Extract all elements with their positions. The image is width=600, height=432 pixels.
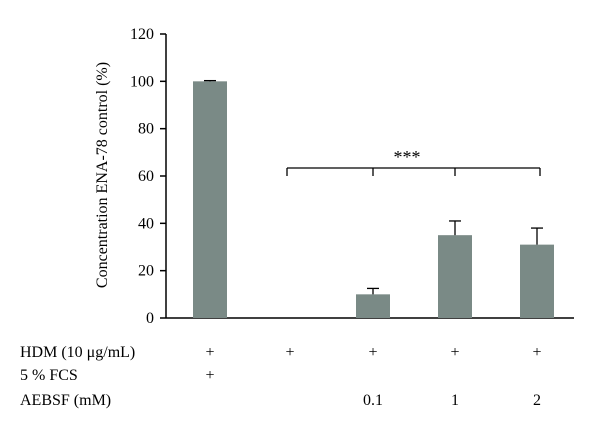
condition-mark: 0.1: [363, 392, 383, 409]
condition-mark: +: [368, 344, 377, 361]
y-tick-label: 100: [130, 73, 154, 90]
condition-mark: +: [205, 344, 214, 361]
y-tick-label: 0: [146, 310, 154, 327]
bar: [356, 294, 390, 318]
y-axis-label: Concentration ENA-78 control (%): [94, 62, 111, 288]
y-tick-label: 40: [138, 215, 154, 232]
condition-mark: +: [450, 344, 459, 361]
condition-table: HDM (10 μg/mL) + + + + +5 % FCS + AEBSF (mM) 0.1…: [20, 344, 542, 409]
y-tick-label: 80: [138, 121, 154, 138]
condition-label: 5 % FCS: [20, 367, 78, 384]
y-axis: 0 20 40 60 80 100 120: [130, 26, 574, 327]
significance-label: ***: [394, 147, 421, 167]
bar: [438, 235, 472, 318]
bars: [193, 79, 554, 318]
condition-mark: +: [532, 344, 541, 361]
bar: [520, 244, 554, 318]
condition-mark: +: [205, 367, 214, 384]
condition-label: HDM (10 μg/mL): [20, 344, 135, 361]
condition-label: AEBSF (mM): [20, 392, 111, 409]
condition-mark: +: [285, 344, 294, 361]
y-tick-label: 60: [138, 168, 154, 185]
significance-bracket: ***: [286, 147, 541, 176]
condition-mark: 2: [533, 392, 541, 409]
bar: [193, 81, 227, 318]
y-tick-label: 120: [130, 26, 154, 43]
y-tick-label: 20: [138, 263, 154, 280]
condition-mark: 1: [451, 392, 459, 409]
